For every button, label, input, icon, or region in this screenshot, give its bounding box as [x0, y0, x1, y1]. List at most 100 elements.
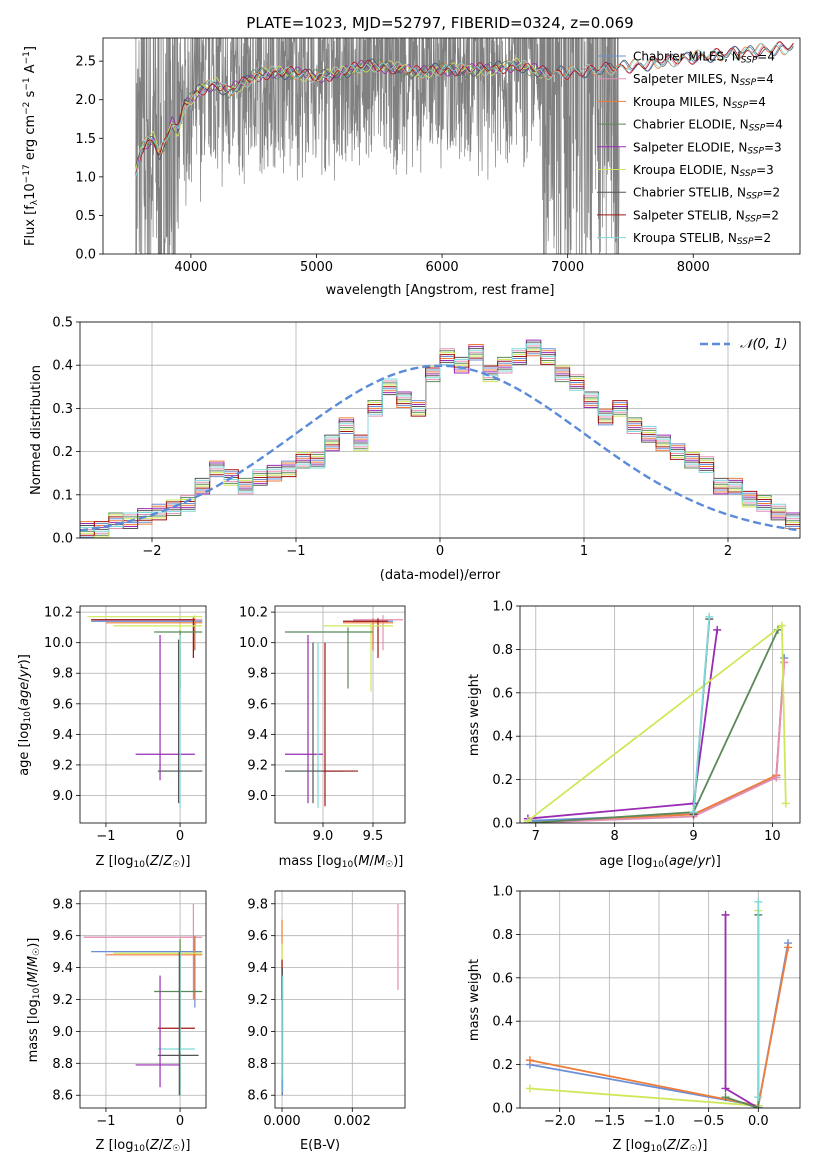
- x-tick-label: 9: [689, 829, 697, 844]
- x-tick-label: 6000: [426, 260, 459, 275]
- y-tick-label: 1.5: [75, 132, 96, 147]
- massE-xlabel: E(B-V): [300, 1138, 340, 1153]
- y-tick-label: 9.4: [52, 728, 73, 743]
- normal-curve: [80, 364, 800, 532]
- weight-marker: [754, 897, 763, 906]
- y-tick-label: 0.2: [52, 445, 73, 460]
- x-tick-label: −2: [142, 544, 161, 559]
- legend-label: Kroupa STELIB, NSSP=2: [633, 231, 771, 247]
- y-tick-label: 9.6: [52, 929, 73, 944]
- legend-subscript: SSP: [732, 101, 749, 111]
- legend-subscript: SSP: [737, 237, 754, 247]
- legend-label: Chabrier MILES, NSSP=4: [633, 50, 775, 66]
- weight-marker: [780, 658, 789, 667]
- y-tick-label: 10.0: [239, 636, 268, 651]
- grid: [80, 606, 206, 823]
- y-tick-label: 0.2: [492, 1058, 513, 1073]
- massZ-xlabel: Z [log10(Z/Z☉)]: [96, 1138, 191, 1154]
- y-tick-label: 0.6: [492, 971, 513, 986]
- y-tick-label: 0.1: [52, 488, 73, 503]
- legend-subscript: SSP: [747, 147, 764, 157]
- y-tick-label: 9.8: [247, 667, 268, 682]
- y-tick-label: 0.8: [492, 928, 513, 943]
- axes-frame: [274, 890, 406, 1109]
- legend-label: 𝒩(0, 1): [740, 337, 787, 352]
- y-tick-label: 0.0: [52, 532, 73, 547]
- y-tick-label: 10.0: [44, 636, 73, 651]
- spectrum-xlabel: wavelength [Angstrom, rest frame]: [326, 283, 555, 298]
- y-tick-label: 0.4: [52, 359, 73, 374]
- y-tick-label: 1.0: [492, 885, 513, 900]
- weight-marker: [721, 1093, 730, 1102]
- x-tick-label: 2: [724, 544, 732, 559]
- legend-subscript: SSP: [740, 78, 757, 88]
- axes-frame: [79, 890, 207, 1109]
- y-tick-label: 9.6: [247, 697, 268, 712]
- model-kroupa_stelib: [135, 43, 794, 177]
- data-spectrum: [135, 38, 620, 254]
- y-tick-label: 9.6: [52, 697, 73, 712]
- x-tick-label: 9.5: [363, 829, 384, 844]
- massZ-ylabel: mass [log10(M/M☉)]: [26, 938, 42, 1063]
- plot-area: [87, 615, 203, 808]
- weight-marker: [772, 773, 781, 782]
- y-tick-label: 1.0: [492, 600, 513, 615]
- weight-vs-age-panel: 7 8 9 10 0.0 0.2 0.4 0.6 0.8 1.0: [492, 600, 801, 844]
- legend-subscript: SSP: [740, 169, 757, 179]
- wAge-ylabel: mass weight: [467, 674, 482, 756]
- y-tick-label: 9.8: [247, 897, 268, 912]
- y-tick-label: 9.2: [52, 993, 73, 1008]
- x-tick-label: 10: [764, 829, 781, 844]
- y-tick-label: 0.0: [492, 817, 513, 832]
- x-tick-label: 0: [176, 829, 184, 844]
- legend-label: Chabrier STELIB, NSSP=2: [633, 186, 780, 202]
- mass-vs-Z-panel: −1 0 8.6 8.8 9.0 9.2 9.4 9.6 9.8: [52, 890, 207, 1129]
- y-tick-label: 0.4: [492, 1015, 513, 1030]
- weight-marker: [525, 1084, 534, 1093]
- weight-line-chabrier_miles: [527, 658, 786, 822]
- weight-marker: [784, 943, 793, 952]
- legend-subscript: SSP: [746, 192, 763, 202]
- grid: [275, 606, 405, 823]
- ageM-xlabel: mass [log10(M/M☉)]: [279, 854, 404, 870]
- x-tick-label: −1: [96, 829, 115, 844]
- weight-marker: [781, 799, 790, 808]
- legend-subscript: SSP: [741, 56, 758, 66]
- x-tick-label: 0: [436, 544, 444, 559]
- plot-area: [80, 339, 800, 538]
- y-tick-label: 0.6: [492, 686, 513, 701]
- x-tick-label: −1: [96, 1114, 115, 1129]
- x-tick-label: 0.002: [334, 1114, 371, 1129]
- axes-frame: [519, 890, 801, 1109]
- axes-frame: [274, 605, 406, 824]
- legend-label: Salpeter STELIB, NSSP=2: [633, 208, 779, 224]
- spectrum-panel: 4000 5000 6000 7000 8000 0.0 0.5 1.0 1.5 2.0 2.5 Ch…: [75, 37, 801, 275]
- y-tick-label: 9.0: [247, 789, 268, 804]
- wAge-xlabel: age [log10(age/yr)]: [599, 854, 721, 870]
- y-tick-label: 9.0: [247, 1025, 268, 1040]
- mass-vs-ebv-panel: 0.000 0.002 8.6 8.8 9.0 9.2 9.4 9.6 9.8: [247, 890, 406, 1129]
- axes-frame: [519, 605, 801, 824]
- x-tick-label: 0: [176, 1114, 184, 1129]
- y-tick-label: 9.8: [52, 897, 73, 912]
- weight-marker: [523, 816, 532, 823]
- x-tick-label: 7000: [551, 260, 584, 275]
- weight-line-salpeter_miles: [527, 662, 786, 823]
- y-tick-label: 8.6: [247, 1089, 268, 1104]
- grid: [80, 891, 206, 1108]
- y-tick-label: 1.0: [75, 170, 96, 185]
- y-tick-label: 0.5: [52, 316, 73, 331]
- weight-vs-Z-panel: −2.0 −1.5 −1.0 −0.5 0.0 0.0 0.2 0.4 0.6 0.8 1.0: [492, 885, 801, 1129]
- legend-label: Chabrier ELODIE, NSSP=4: [633, 118, 783, 134]
- wZ-ylabel: mass weight: [467, 959, 482, 1041]
- weight-line-salpeter_elodie: [527, 629, 719, 820]
- legend-label: Kroupa MILES, NSSP=4: [633, 95, 766, 111]
- model-salpeter_miles: [135, 41, 794, 176]
- plot-area: [525, 897, 793, 1108]
- weight-marker: [713, 625, 722, 634]
- x-tick-label: 8: [611, 829, 619, 844]
- y-tick-label: 9.4: [52, 961, 73, 976]
- legend-label: Kroupa ELODIE, NSSP=3: [633, 163, 774, 179]
- x-tick-label: 7: [532, 829, 540, 844]
